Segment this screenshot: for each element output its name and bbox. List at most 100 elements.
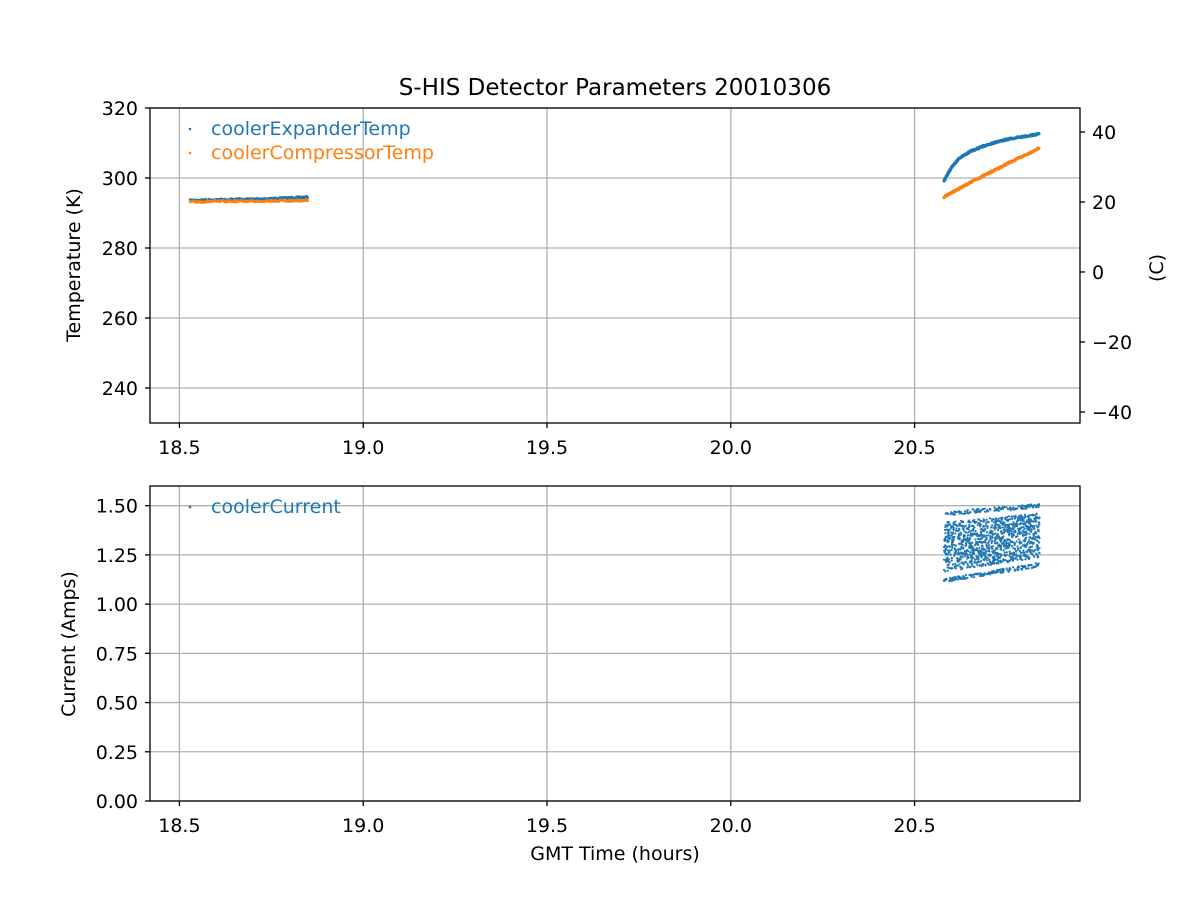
temperature-axes-frame <box>149 107 1081 424</box>
cooler-current-point <box>954 550 958 553</box>
cooler-current-point <box>1006 539 1009 542</box>
cooler-current-point <box>1034 518 1037 521</box>
cooler-current-point <box>997 519 1001 522</box>
cooler-current-point <box>1008 567 1011 570</box>
cooler-current-point <box>1030 525 1033 528</box>
cooler-current-point <box>966 562 969 565</box>
cooler-current-point <box>997 544 1000 547</box>
cooler-current-point <box>985 534 988 537</box>
cooler-current-point <box>965 527 969 530</box>
cooler-current-point <box>958 557 961 560</box>
cooler-current-point <box>997 552 1001 556</box>
cooler-current-point <box>996 536 999 539</box>
cooler-current-point <box>968 573 971 577</box>
cooler-current-point <box>1018 523 1021 526</box>
cooler-current-point <box>982 553 985 557</box>
temperature-y-tick-label: 320 <box>102 98 138 120</box>
cooler-current-point <box>944 552 947 555</box>
cooler-current-point <box>974 538 977 541</box>
celsius-y-axis-label: (C) <box>1146 254 1168 282</box>
cooler-current-point <box>951 531 955 534</box>
cooler-current-point <box>986 547 989 550</box>
cooler-current-point <box>1000 507 1003 510</box>
cooler-current-point <box>984 538 987 541</box>
cooler-current-point <box>964 577 967 580</box>
cooler-current-point <box>1006 516 1009 519</box>
cooler-current-point <box>1019 551 1022 554</box>
cooler-current-point <box>968 553 972 556</box>
cooler-current-point <box>1020 518 1023 521</box>
cooler-current-point <box>1016 558 1019 561</box>
cooler-current-point <box>1037 521 1041 524</box>
cooler-current-point <box>944 532 947 535</box>
cooler-current-point <box>1033 538 1036 541</box>
current-axes: 18.5 19.0 19.5 20.0 20.5 0.00 0.25 0.50 0.75 1.00… <box>58 485 1081 865</box>
cooler-current-point <box>958 536 961 540</box>
cooler-current-point <box>1037 541 1041 544</box>
cooler-current-point <box>1007 532 1010 536</box>
cooler-current-point <box>978 525 982 528</box>
cooler-current-point <box>970 573 973 576</box>
cooler-current-point <box>963 555 966 558</box>
cooler-current-point <box>945 528 948 531</box>
cooler-current-point <box>993 540 997 544</box>
cooler-current-point <box>995 552 998 555</box>
cooler-current-point <box>983 548 987 551</box>
temperature-x-tick-label: 20.5 <box>893 437 935 459</box>
cooler-current-point <box>997 560 1000 563</box>
temperature-x-tick-label: 19.5 <box>526 437 568 459</box>
cooler-current-point <box>985 544 989 547</box>
cooler-current-point <box>1008 554 1011 557</box>
cooler-current-point <box>1032 534 1035 537</box>
cooler-current-point <box>961 524 965 527</box>
cooler-current-point <box>959 533 962 536</box>
cooler-current-point <box>1020 522 1023 525</box>
cooler-current-point <box>990 519 994 523</box>
cooler-current-point <box>980 527 983 531</box>
cooler-current-point <box>1023 531 1026 534</box>
cooler-current-point <box>1016 545 1019 548</box>
cooler-current-point <box>1013 526 1016 529</box>
cooler-current-point <box>981 508 985 511</box>
cooler-current-point <box>1032 554 1035 557</box>
cooler-current-point <box>978 552 981 556</box>
cooler-current-point <box>966 557 969 560</box>
cooler-current-point <box>956 556 959 560</box>
cooler-current-point <box>1030 503 1033 506</box>
cooler-current-point <box>949 513 952 516</box>
cooler-current-point <box>1018 516 1022 519</box>
cooler-current-point <box>963 534 967 537</box>
cooler-current-point <box>1030 529 1033 532</box>
cooler-current-point <box>1036 556 1039 559</box>
cooler-current-point <box>998 537 1001 540</box>
cooler-current-point <box>982 548 985 551</box>
cooler-current-point <box>979 530 983 534</box>
cooler-current-point <box>975 572 978 576</box>
cooler-current-point <box>994 517 997 521</box>
cooler-current-point <box>944 524 947 527</box>
cooler-current-point <box>1003 526 1006 529</box>
cooler-current-point <box>1003 551 1006 554</box>
cooler-current-point <box>1020 568 1023 571</box>
cooler-current-point <box>966 576 969 579</box>
cooler-current-point <box>1021 544 1024 547</box>
cooler-current-point <box>1034 562 1037 565</box>
cooler-current-point <box>1017 548 1020 551</box>
cooler-current-point <box>1017 505 1020 508</box>
cooler-current-point <box>964 524 967 527</box>
cooler-current-point <box>1007 546 1011 549</box>
current-y-tick-label: 1.25 <box>96 545 138 567</box>
cooler-current-point <box>960 542 963 545</box>
cooler-current-point <box>944 578 947 581</box>
cooler-current-point <box>977 518 980 521</box>
cooler-current-point <box>997 556 1000 559</box>
cooler-current-point <box>1010 515 1013 518</box>
cooler-current-point <box>947 563 950 566</box>
cooler-current-point <box>948 545 952 548</box>
cooler-current-point <box>967 538 970 542</box>
cooler-current-point <box>954 548 957 552</box>
cooler-current-point <box>1021 558 1024 561</box>
cooler-current-point <box>981 574 984 578</box>
cooler-current-point <box>1005 541 1008 544</box>
